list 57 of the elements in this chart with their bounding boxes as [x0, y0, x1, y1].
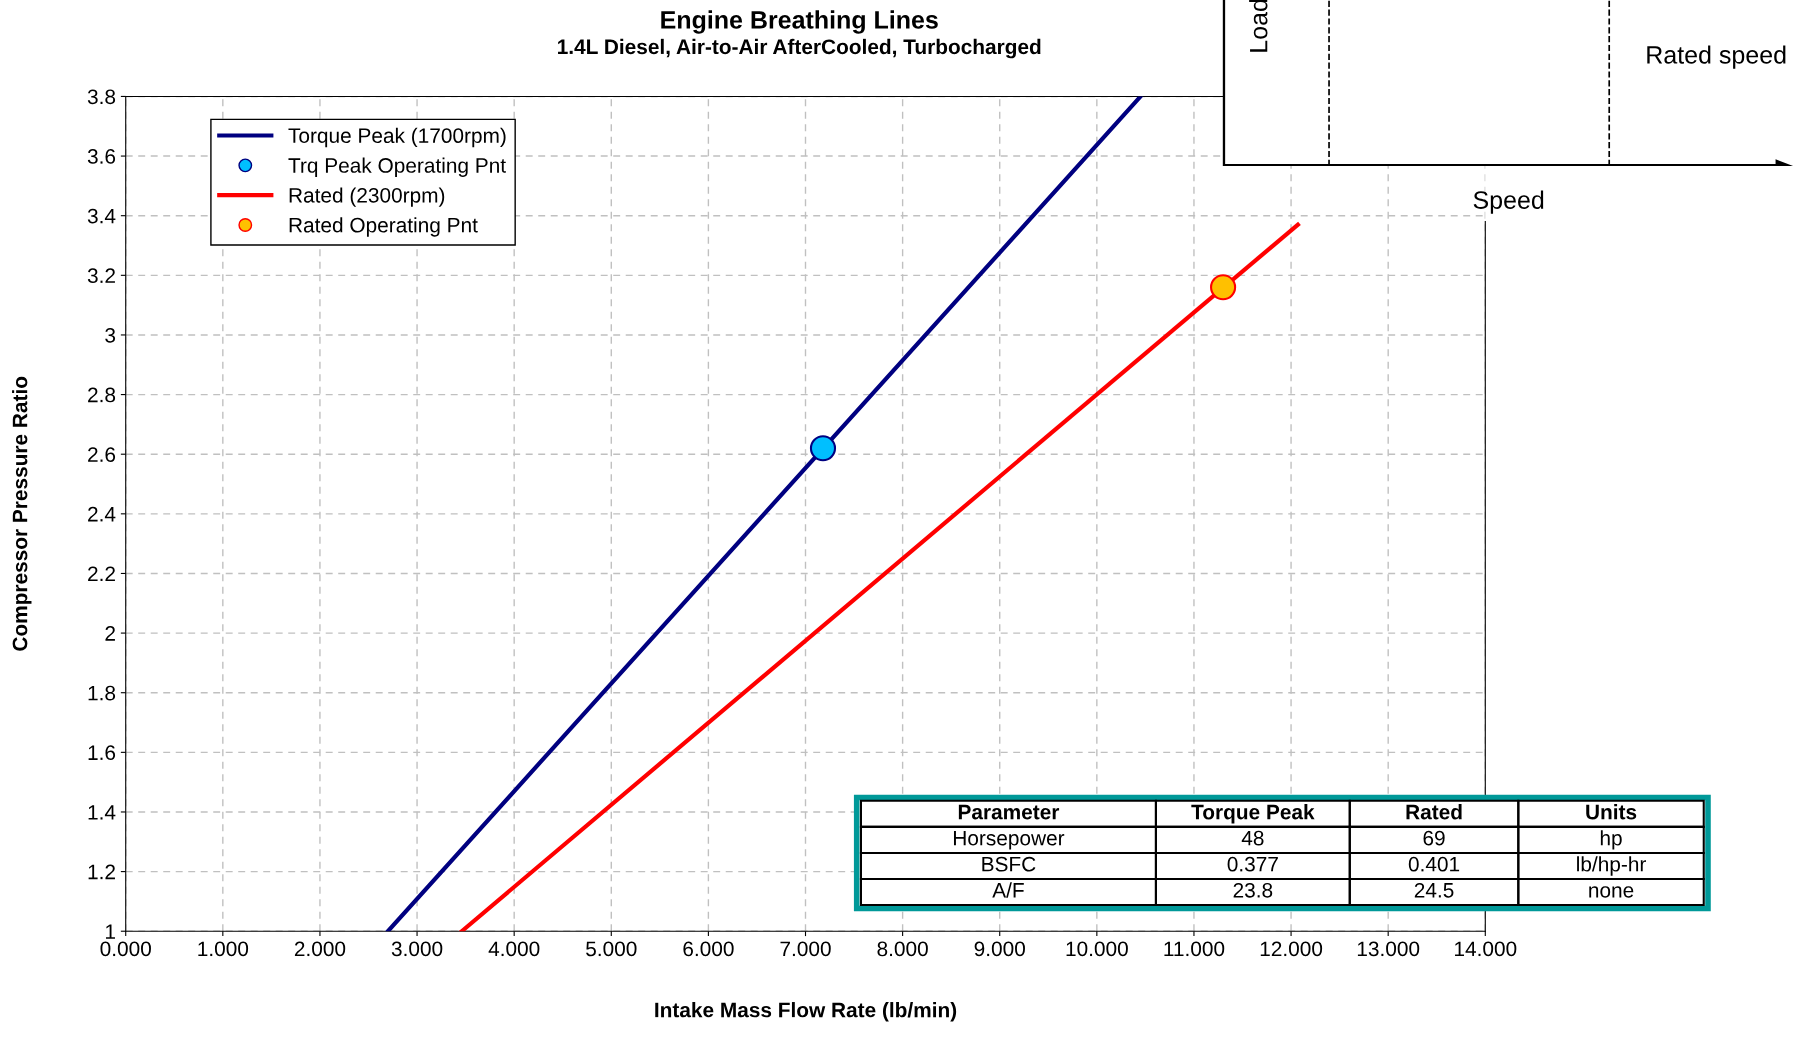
x-tick-label: 10.000 — [1066, 941, 1128, 957]
text: Rated speed — [1647, 45, 1786, 69]
x-tick-label: 0.000 — [100, 941, 151, 957]
annotation: Rated — [1406, 804, 1462, 820]
y-tick-label: 3 — [105, 327, 116, 343]
x-tick-label: 2.000 — [294, 941, 346, 957]
x-tick-label: 6.000 — [683, 941, 734, 957]
legend-label: Trq Peak Operating Pnt — [288, 157, 506, 177]
annotation: 0.377 — [1227, 856, 1278, 872]
x-tick-label: 7.000 — [780, 941, 831, 957]
y-tick-label: 2.8 — [88, 387, 116, 403]
x-tick-label: 1.000 — [198, 941, 249, 957]
legend-label: Torque Peak (1700rpm) — [288, 127, 506, 148]
annotation: 48 — [1241, 830, 1264, 846]
text: hp — [1600, 830, 1622, 850]
text: Load — [1249, 0, 1268, 52]
annotation: BSFC — [982, 856, 1036, 872]
x-tick-label: 11.000 — [1164, 941, 1225, 957]
y-axis-title: Compressor Pressure Ratio — [12, 376, 32, 651]
x-tick-label: 13.000 — [1357, 941, 1420, 957]
legend-label: Rated (2300rpm) — [289, 187, 445, 207]
y-tick-label: 1.4 — [88, 805, 116, 820]
annotation: Speed — [1473, 190, 1544, 214]
chart-title: Engine Breathing Lines — [661, 10, 938, 34]
text: lb/hp-hr — [1577, 856, 1647, 876]
y-tick-label: 3.6 — [87, 149, 116, 164]
annotation: 69 — [1423, 830, 1445, 846]
y-tick-label: 1.2 — [88, 864, 115, 880]
chart-subtitle: 1.4L Diesel, Air-to-Air AfterCooled, Turbocharged — [558, 38, 1041, 59]
y-tick-label: 3.8 — [87, 89, 116, 105]
y-tick-label: 3.2 — [87, 268, 115, 284]
y-tick-label: 3.4 — [87, 208, 116, 224]
y-tick-label: 2.6 — [88, 447, 116, 462]
x-tick-label: 8.000 — [877, 941, 928, 957]
x-axis-title: Intake Mass Flow Rate (lb/min) — [655, 1002, 957, 1022]
annotation: 23.8 — [1233, 882, 1273, 898]
text: none — [1589, 886, 1634, 898]
y-tick-label: 2.4 — [88, 506, 116, 522]
text: Units — [1586, 804, 1637, 820]
x-tick-label: 3.000 — [391, 941, 443, 957]
x-tick-label: 14.000 — [1455, 941, 1517, 957]
x-tick-label: 4.000 — [488, 941, 540, 957]
legend-label: Rated Operating Pnt — [289, 217, 478, 237]
y-tick-label: 2.2 — [88, 566, 115, 582]
annotation: 0.401 — [1408, 856, 1460, 872]
x-tick-label: 5.000 — [586, 941, 637, 957]
annotation: Parameter — [958, 804, 1060, 820]
annotation: Torque Peak — [1191, 804, 1315, 824]
x-tick-label: 12.000 — [1260, 941, 1323, 957]
annotation: 24.5 — [1414, 882, 1454, 898]
annotation: A/F — [992, 882, 1024, 898]
y-tick-label: 1 — [106, 924, 115, 939]
y-tick-label: 1.6 — [88, 745, 116, 761]
y-tick-label: 1.8 — [88, 685, 116, 701]
x-tick-label: 9.000 — [974, 941, 1025, 957]
annotation: Horsepower — [953, 830, 1065, 850]
y-tick-label: 2 — [105, 626, 115, 641]
